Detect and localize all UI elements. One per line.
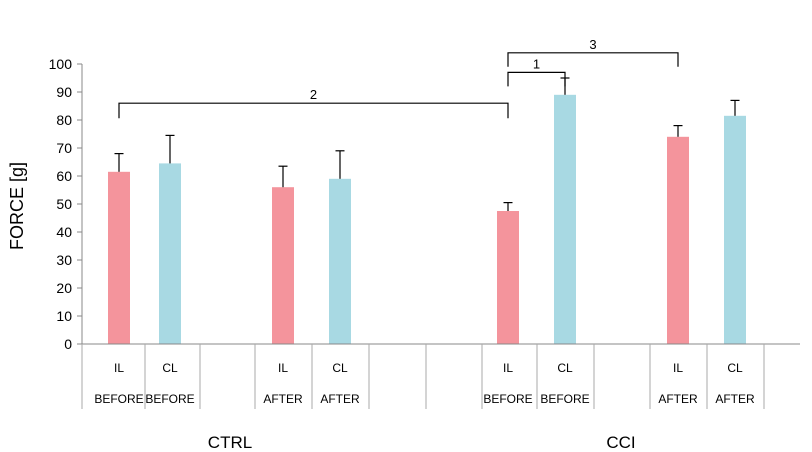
- category-phase-label: AFTER: [658, 392, 698, 406]
- significance-label: 3: [589, 37, 596, 52]
- category-side-label: IL: [503, 361, 513, 375]
- bar-cci-cl-before: [554, 95, 576, 344]
- category-side-label: IL: [278, 361, 288, 375]
- y-tick-label: 80: [56, 112, 72, 128]
- significance-label: 1: [533, 56, 540, 71]
- category-phase-label: AFTER: [263, 392, 303, 406]
- bar-ctrl-il-before: [108, 172, 130, 344]
- y-axis: 0 10 20 30 40 50 60 70 80 90 100: [49, 56, 82, 352]
- category-phase-label: BEFORE: [483, 392, 532, 406]
- category-phase-label: BEFORE: [94, 392, 143, 406]
- bars: [108, 95, 746, 344]
- y-tick-label: 70: [56, 140, 72, 156]
- category-side-label: IL: [114, 361, 124, 375]
- y-tick-label: 40: [56, 224, 72, 240]
- group-label-cci: CCI: [606, 433, 635, 452]
- bar-cci-il-after: [667, 137, 689, 344]
- category-side-label: IL: [673, 361, 683, 375]
- category-side-label: CL: [557, 361, 573, 375]
- y-tick-label: 10: [56, 308, 72, 324]
- category-phase-label: AFTER: [715, 392, 755, 406]
- significance-bracket: [119, 103, 508, 118]
- y-tick-label: 20: [56, 280, 72, 296]
- category-axis-table: IL BEFORE CL BEFORE IL AFTER CL AFTER IL BEFORE CL…: [82, 344, 800, 452]
- error-bars: [115, 78, 740, 211]
- bar-ctrl-cl-before: [159, 163, 181, 344]
- bar-ctrl-cl-after: [329, 179, 351, 344]
- y-axis-label: FORCE [g]: [7, 162, 27, 250]
- bar-cci-cl-after: [724, 116, 746, 344]
- y-tick-label: 30: [56, 252, 72, 268]
- category-side-label: CL: [332, 361, 348, 375]
- y-tick-label: 60: [56, 168, 72, 184]
- significance-label: 2: [310, 87, 317, 102]
- y-tick-label: 50: [56, 196, 72, 212]
- y-tick-label: 90: [56, 84, 72, 100]
- category-side-label: CL: [727, 361, 743, 375]
- category-side-label: CL: [162, 361, 178, 375]
- category-phase-label: BEFORE: [145, 392, 194, 406]
- group-label-ctrl: CTRL: [208, 433, 252, 452]
- significance-bracket: [508, 72, 565, 86]
- bar-ctrl-il-after: [272, 187, 294, 344]
- category-phase-label: AFTER: [320, 392, 360, 406]
- significance-brackets: 1 2 3: [119, 37, 678, 118]
- y-tick-label: 100: [49, 56, 73, 72]
- category-phase-label: BEFORE: [540, 392, 589, 406]
- bar-cci-il-before: [497, 211, 519, 344]
- y-tick-label: 0: [64, 336, 72, 352]
